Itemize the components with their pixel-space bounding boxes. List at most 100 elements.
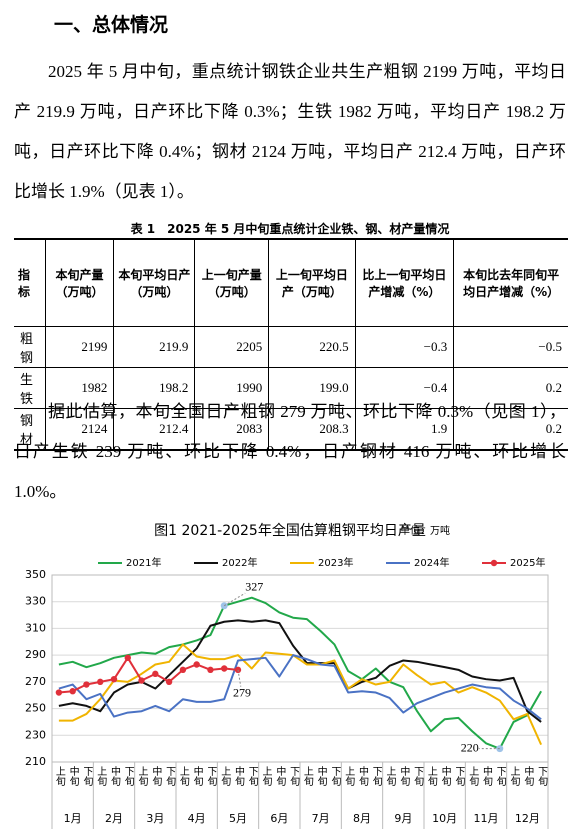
data-label: 220 (461, 740, 479, 754)
month-label: 1月 (64, 812, 82, 825)
x-tick-label: 中旬 (398, 765, 410, 787)
y-tick-label: 290 (25, 648, 46, 661)
cell: 0.2 (453, 367, 568, 409)
x-tick-label: 中旬 (522, 765, 534, 787)
point (110, 675, 118, 683)
y-tick-label: 330 (25, 595, 46, 608)
data-label: 327 (245, 579, 263, 593)
cell: 0.2 (453, 408, 568, 451)
point (207, 666, 214, 674)
cell: 198.2 (113, 367, 195, 409)
cell: 1990 (194, 367, 269, 409)
cell: 2124 (44, 408, 114, 451)
plot-border (51, 574, 549, 763)
x-tick-label: 下旬 (536, 766, 548, 787)
x-tick-label: 下旬 (164, 766, 176, 787)
point (234, 666, 242, 674)
table-header-row: 指标 本旬产量（万吨） 本旬平均日产（万吨） 上一旬产量（万吨） 上一旬平均日产（万吨）… (14, 238, 568, 327)
x-tick-label: 上旬 (384, 766, 396, 787)
x-tick-label: 下旬 (288, 766, 300, 787)
point (124, 654, 131, 662)
cell: 199.0 (268, 367, 356, 409)
y-tick-label: 350 (25, 568, 46, 581)
x-tick-label: 中旬 (150, 765, 162, 787)
month-label: 8月 (353, 812, 371, 825)
legend-label: 2025年 (510, 556, 545, 569)
month-label: 2月 (105, 812, 123, 825)
point (221, 665, 228, 672)
month-label: 10月 (432, 812, 457, 825)
x-tick-label: 下旬 (246, 766, 258, 787)
series-line (58, 596, 542, 750)
x-tick-label: 下旬 (412, 766, 424, 787)
x-tick-label: 上旬 (425, 766, 437, 787)
annotation-leader (223, 592, 246, 607)
point (138, 677, 145, 684)
point (179, 666, 187, 674)
month-label: 3月 (146, 812, 164, 825)
cell: 2199 (44, 326, 114, 368)
cell: 212.4 (113, 408, 195, 451)
month-label: 6月 (270, 812, 288, 825)
cell: 219.9 (113, 326, 195, 368)
point (152, 670, 159, 678)
table-row: 钢材 2124 212.4 2083 208.3 1.9 0.2 (14, 408, 568, 451)
x-tick-label: 中旬 (439, 765, 451, 787)
x-tick-label: 上旬 (95, 766, 107, 787)
x-tick-label: 下旬 (453, 766, 465, 787)
cell: 1.9 (354, 408, 454, 451)
header-cell: 本旬平均日产（万吨） (113, 238, 195, 327)
x-tick-label: 中旬 (481, 765, 493, 787)
legend-label: 2023年 (318, 556, 353, 569)
month-label: 4月 (188, 812, 206, 825)
month-label: 7月 (312, 812, 330, 825)
y-tick-label: 210 (25, 755, 46, 768)
header-cell: 比上一旬平均日产增减（%） (354, 238, 454, 327)
point (83, 681, 90, 688)
x-tick-label: 上旬 (219, 766, 231, 787)
y-tick-label: 270 (25, 675, 46, 688)
x-tick-label: 下旬 (122, 766, 134, 787)
x-tick-label: 中旬 (233, 765, 245, 787)
x-tick-label: 下旬 (205, 766, 217, 787)
x-tick-label: 中旬 (357, 765, 369, 787)
cell: −0.5 (453, 326, 568, 368)
unit: 单位：万吨 (400, 524, 450, 537)
x-tick-label: 上旬 (301, 766, 313, 787)
cell: 2083 (194, 408, 269, 451)
cell: 2205 (194, 326, 269, 368)
paragraph: 2025 年 5 月中旬，重点统计钢铁企业共生产粗钢 2199 万吨，平均日产 … (14, 62, 566, 201)
x-tick-label: 下旬 (329, 766, 341, 787)
month-label: 11月 (474, 812, 499, 825)
x-tick-label: 上旬 (53, 766, 65, 787)
point (69, 688, 76, 695)
series-line (58, 654, 542, 721)
x-tick-label: 中旬 (67, 765, 79, 787)
table-row: 生铁 1982 198.2 1990 199.0 −0.4 0.2 (14, 367, 568, 409)
annotation-leader (237, 669, 242, 687)
y-tick-label: 250 (25, 702, 46, 715)
y-tick-label: 310 (25, 621, 46, 634)
heading: 一、总体情况 (54, 14, 169, 36)
cell: 208.3 (268, 408, 356, 451)
point (193, 661, 200, 668)
header-cell: 本旬产量（万吨） (44, 238, 114, 327)
header-cell: 本旬比去年同旬平均日产增减（%） (453, 238, 568, 327)
x-tick-label: 中旬 (315, 765, 327, 787)
month-label: 5月 (229, 812, 247, 825)
x-tick-label: 中旬 (191, 765, 203, 787)
month-label: 9月 (394, 812, 412, 825)
point (165, 678, 173, 686)
chart: 图1 2021-2025年全国估算粗钢平均日产量 单位：万吨 210 230 250 2… (25, 522, 549, 829)
cell: 粗钢 (14, 326, 46, 368)
table-row: 粗钢 2199 219.9 2205 220.5 −0.3 −0.5 (14, 326, 568, 368)
point (97, 678, 104, 686)
x-tick-label: 上旬 (467, 766, 479, 787)
cell: −0.4 (354, 367, 454, 409)
header-cell: 指标 (14, 238, 46, 327)
header-cell: 上一旬平均日产（万吨） (268, 238, 356, 327)
cell: 钢材 (14, 408, 46, 451)
cell: 生铁 (14, 367, 46, 409)
legend-label: 2024年 (414, 556, 449, 569)
